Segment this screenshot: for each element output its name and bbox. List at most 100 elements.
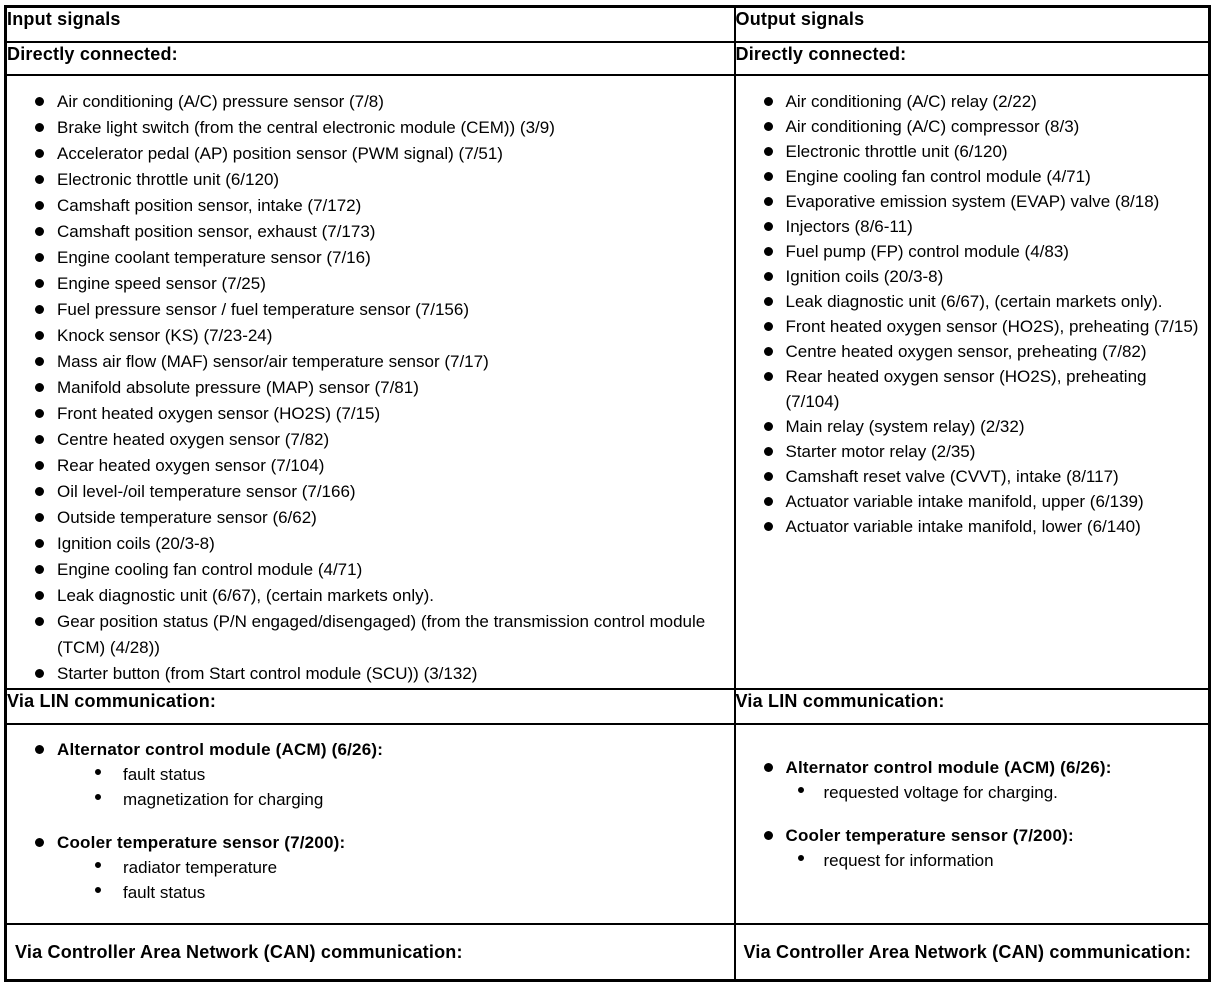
lin-subitems: fault status magnetization for charging [8, 762, 733, 812]
bullet-icon [763, 521, 773, 531]
signal-item: Accelerator pedal (AP) position sensor (… [8, 141, 730, 167]
bullet-icon [763, 171, 773, 181]
bullet-icon [35, 486, 44, 496]
signal-item-label: Leak diagnostic unit (6/67), (certain ma… [785, 291, 1163, 311]
bullet-icon [35, 538, 44, 548]
signal-item-label: Engine speed sensor (7/25) [57, 273, 266, 293]
signal-item: Air conditioning (A/C) pressure sensor (… [8, 89, 730, 115]
signal-item-label: Engine cooling fan control module (4/71) [57, 559, 363, 579]
signal-item-label: Rear heated oxygen sensor (HO2S), prehea… [785, 366, 1147, 411]
signal-item-label: Front heated oxygen sensor (HO2S) (7/15) [57, 403, 381, 423]
lin-subitems: radiator temperature fault status [8, 855, 733, 905]
bullet-icon [763, 321, 773, 331]
input-lin-groups: Alternator control module (ACM) (6/26): … [8, 737, 733, 905]
signal-item-label: Outside temperature sensor (6/62) [57, 507, 317, 527]
signal-item-label: Manifold absolute pressure (MAP) sensor … [57, 377, 419, 397]
bullet-icon [35, 408, 44, 418]
lin-group-title: Alternator control module (ACM) (6/26): [8, 737, 733, 762]
signal-item: Electronic throttle unit (6/120) [737, 139, 1205, 164]
bullet-icon [35, 122, 44, 132]
signal-item-label: Actuator variable intake manifold, lower… [785, 516, 1141, 536]
lin-group: Cooler temperature sensor (7/200): radia… [8, 830, 733, 905]
signals-table: Input signals Output signals Directly co… [4, 5, 1211, 982]
signal-item-label: Brake light switch (from the central ele… [57, 117, 555, 137]
output-directly-connected-cell: Air conditioning (A/C) relay (2/22) Air … [733, 73, 1211, 690]
output-directly-connected-label: Directly connected: [733, 40, 1211, 76]
signal-item-label: Engine coolant temperature sensor (7/16) [57, 247, 371, 267]
bullet-icon [35, 434, 44, 444]
signal-item: Centre heated oxygen sensor (7/82) [8, 427, 730, 453]
bullet-icon [35, 668, 44, 678]
lin-subitems: request for information [737, 848, 1208, 873]
bullet-icon [35, 590, 44, 600]
bullet-icon [35, 564, 44, 574]
signal-item: Mass air flow (MAF) sensor/air temperatu… [8, 349, 730, 375]
signal-item: Fuel pump (FP) control module (4/83) [737, 239, 1205, 264]
signal-item: Engine coolant temperature sensor (7/16) [8, 245, 730, 271]
lin-subitem: radiator temperature [8, 855, 733, 880]
input-directly-connected-cell: Air conditioning (A/C) pressure sensor (… [4, 73, 736, 690]
bullet-icon [35, 616, 44, 626]
signal-item-label: Fuel pressure sensor / fuel temperature … [57, 299, 469, 319]
column-header-input: Input signals [4, 5, 736, 43]
signal-item: Gear position status (P/N engaged/diseng… [8, 609, 730, 661]
signal-item-label: Mass air flow (MAF) sensor/air temperatu… [57, 351, 489, 371]
bullet-icon [35, 200, 44, 210]
lin-subitems: requested voltage for charging. [737, 780, 1208, 805]
bullet-icon [763, 421, 773, 431]
bullet-icon [35, 382, 44, 392]
input-lin-label: Via LIN communication: [4, 687, 736, 725]
lin-group: Alternator control module (ACM) (6/26): … [737, 755, 1208, 805]
bullet-icon [763, 296, 773, 306]
signal-item: Engine cooling fan control module (4/71) [8, 557, 730, 583]
lin-group-title-label: Cooler temperature sensor (7/200): [57, 832, 346, 852]
signal-item: Knock sensor (KS) (7/23-24) [8, 323, 730, 349]
signal-item-label: Ignition coils (20/3-8) [57, 533, 215, 553]
header-row: Input signals Output signals [4, 5, 1211, 43]
signal-item: Main relay (system relay) (2/32) [737, 414, 1205, 439]
signal-item: Air conditioning (A/C) relay (2/22) [737, 89, 1205, 114]
output-lin-label: Via LIN communication: [733, 687, 1211, 725]
bullet-icon [35, 174, 44, 184]
lin-group-title: Alternator control module (ACM) (6/26): [737, 755, 1208, 780]
signal-item-label: Front heated oxygen sensor (HO2S), prehe… [785, 316, 1199, 336]
bullet-icon [763, 371, 773, 381]
bullet-icon [35, 460, 44, 470]
lin-group: Alternator control module (ACM) (6/26): … [8, 737, 733, 812]
input-directly-connected-list: Air conditioning (A/C) pressure sensor (… [8, 89, 730, 687]
signal-item-label: Injectors (8/6-11) [785, 216, 913, 236]
lin-subitem-label: fault status [123, 764, 206, 784]
lin-subitem-label: request for information [823, 850, 994, 870]
signal-item: Leak diagnostic unit (6/67), (certain ma… [8, 583, 730, 609]
bullet-icon [35, 304, 44, 314]
signal-item-label: Air conditioning (A/C) compressor (8/3) [785, 116, 1080, 136]
bullet-icon [763, 96, 773, 106]
output-directly-connected-list: Air conditioning (A/C) relay (2/22) Air … [737, 89, 1205, 539]
signal-item-label: Camshaft position sensor, intake (7/172) [57, 195, 362, 215]
lin-label-row: Via LIN communication: Via LIN communica… [4, 687, 1211, 725]
input-lin-cell: Alternator control module (ACM) (6/26): … [4, 722, 736, 925]
input-can-label: Via Controller Area Network (CAN) commun… [4, 922, 736, 982]
bullet-icon [763, 471, 773, 481]
bullet-icon [35, 148, 44, 158]
lin-subitem: fault status [8, 880, 733, 905]
signal-item-label: Evaporative emission system (EVAP) valve… [785, 191, 1160, 211]
signal-item-label: Camshaft position sensor, exhaust (7/173… [57, 221, 376, 241]
directly-connected-content-row: Air conditioning (A/C) pressure sensor (… [4, 73, 1211, 690]
bullet-icon [763, 762, 773, 772]
bullet-icon [763, 446, 773, 456]
directly-connected-label-row: Directly connected: Directly connected: [4, 40, 1211, 76]
lin-group-title-label: Alternator control module (ACM) (6/26): [785, 757, 1112, 777]
signal-item: Oil level-/oil temperature sensor (7/166… [8, 479, 730, 505]
signal-item: Ignition coils (20/3-8) [8, 531, 730, 557]
signal-item-label: Air conditioning (A/C) relay (2/22) [785, 91, 1037, 111]
bullet-icon [35, 330, 44, 340]
lin-group-title: Cooler temperature sensor (7/200): [737, 823, 1208, 848]
signal-item-label: Electronic throttle unit (6/120) [785, 141, 1008, 161]
signal-item: Air conditioning (A/C) compressor (8/3) [737, 114, 1205, 139]
sub-bullet-icon [95, 861, 101, 868]
signal-item: Starter button (from Start control modul… [8, 661, 730, 687]
input-directly-connected-label: Directly connected: [4, 40, 736, 76]
bullet-icon [35, 278, 44, 288]
lin-subitem-label: magnetization for charging [123, 789, 324, 809]
